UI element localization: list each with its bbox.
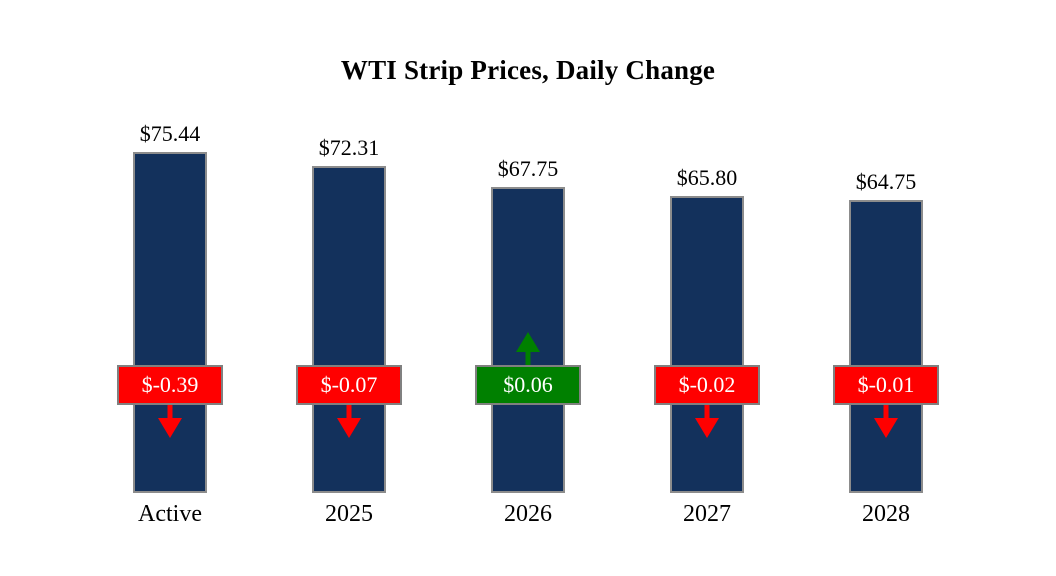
chart-title: WTI Strip Prices, Daily Change — [340, 55, 716, 85]
bar — [670, 196, 744, 493]
change-badge-label: $-0.07 — [320, 372, 378, 397]
change-badge-label: $0.06 — [503, 372, 553, 397]
down-arrow-icon — [695, 404, 719, 438]
down-arrow-icon — [158, 404, 182, 438]
change-badge-label: $-0.39 — [141, 372, 199, 397]
up-arrow-icon — [516, 332, 540, 366]
bar-group: $64.75 $-0.01 2028 — [796, 0, 976, 576]
bar — [849, 200, 923, 493]
bar-group: $67.75 $0.06 2026 — [438, 0, 618, 576]
bar-value-label: $64.75 — [855, 169, 917, 194]
change-badge: $-0.39 — [117, 365, 223, 405]
change-badge: $-0.02 — [654, 365, 760, 405]
bar-category-label: 2025 — [325, 501, 373, 527]
bar-category-label: 2027 — [683, 501, 731, 527]
bar-group: $72.31 $-0.07 2025 — [259, 0, 439, 576]
bar-value-label: $65.80 — [676, 165, 738, 190]
bar-value-label: $72.31 — [318, 135, 380, 160]
bar-category-label: Active — [138, 501, 202, 527]
change-badge: $-0.07 — [296, 365, 402, 405]
change-badge: $0.06 — [475, 365, 581, 405]
change-badge-label: $-0.02 — [678, 372, 736, 397]
bar-group: $75.44 $-0.39 Active — [80, 0, 260, 576]
bar-value-label: $67.75 — [497, 156, 559, 181]
bar-group: $65.80 $-0.02 2027 — [617, 0, 797, 576]
down-arrow-icon — [337, 404, 361, 438]
bar — [133, 152, 207, 493]
down-arrow-icon — [874, 404, 898, 438]
bar-value-label: $75.44 — [139, 121, 201, 146]
change-badge: $-0.01 — [833, 365, 939, 405]
bar-category-label: 2028 — [862, 501, 910, 527]
change-badge-label: $-0.01 — [857, 372, 915, 397]
bar-category-label: 2026 — [504, 501, 552, 527]
bar — [312, 166, 386, 493]
